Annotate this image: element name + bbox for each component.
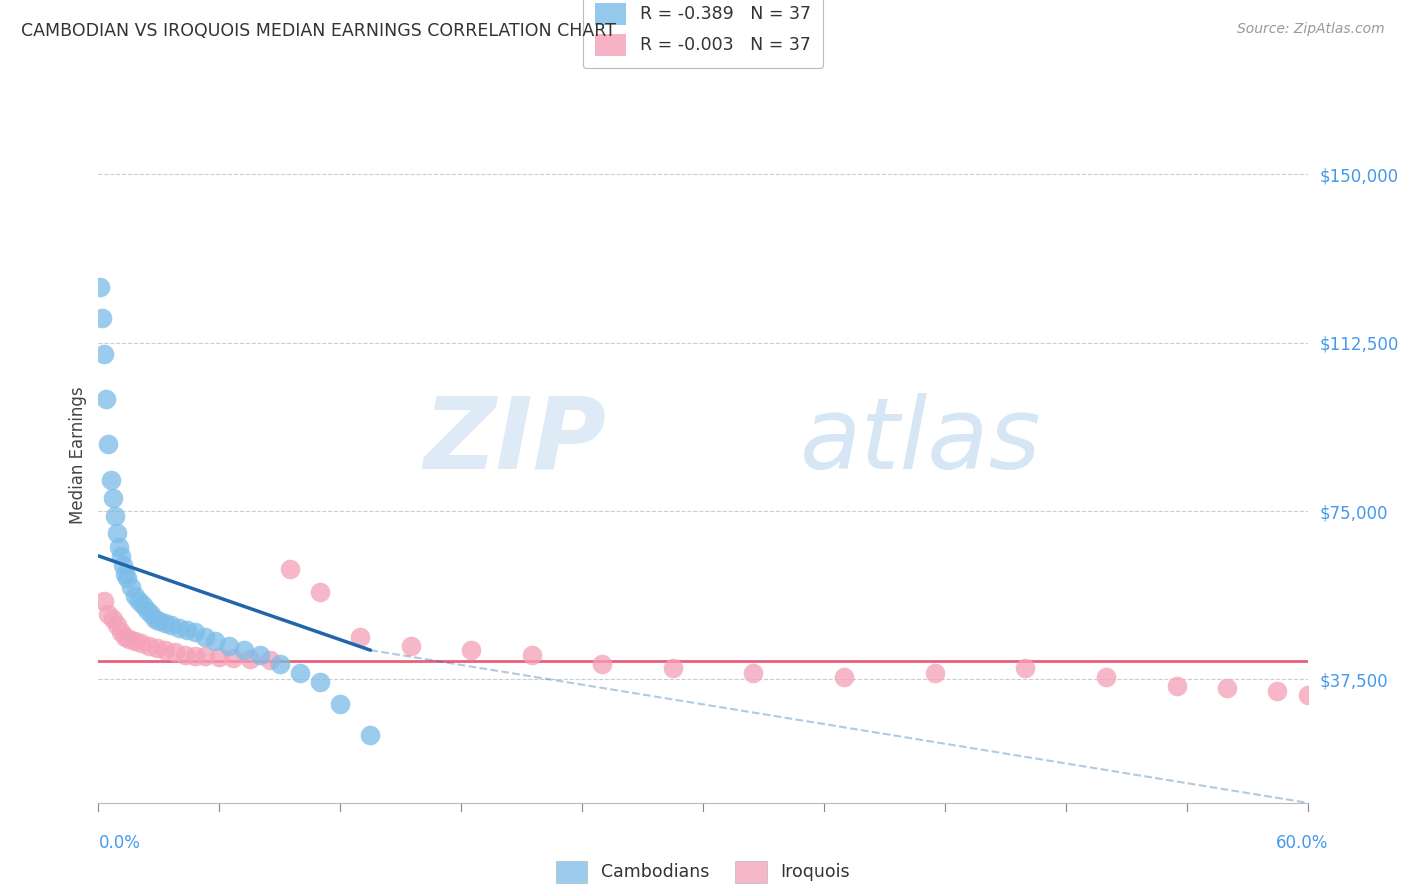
Point <box>163 645 186 659</box>
Point <box>278 562 301 576</box>
Text: 60.0%: 60.0% <box>1277 834 1329 852</box>
Point <box>269 657 291 671</box>
Point <box>1216 681 1239 696</box>
Point <box>93 347 115 361</box>
Point <box>662 661 685 675</box>
Point <box>138 639 160 653</box>
Point <box>132 599 155 613</box>
Point <box>153 643 176 657</box>
Point <box>124 590 146 604</box>
Point <box>742 665 765 680</box>
Point <box>309 584 332 599</box>
Point <box>143 612 166 626</box>
Point <box>118 632 141 646</box>
Point <box>1095 670 1118 684</box>
Text: CAMBODIAN VS IROQUOIS MEDIAN EARNINGS CORRELATION CHART: CAMBODIAN VS IROQUOIS MEDIAN EARNINGS CO… <box>21 22 616 40</box>
Point <box>105 618 128 632</box>
Point <box>128 594 150 608</box>
Point <box>160 618 183 632</box>
Text: Source: ZipAtlas.com: Source: ZipAtlas.com <box>1237 22 1385 37</box>
Point <box>107 540 129 554</box>
Y-axis label: Median Earnings: Median Earnings <box>69 386 87 524</box>
Point <box>184 625 207 640</box>
Point <box>96 392 118 406</box>
Point <box>89 279 111 293</box>
Point <box>91 311 114 326</box>
Point <box>120 580 142 594</box>
Point <box>110 549 132 563</box>
Point <box>115 571 138 585</box>
Point <box>114 630 136 644</box>
Point <box>349 630 371 644</box>
Legend: Cambodians, Iroquois: Cambodians, Iroquois <box>547 852 859 891</box>
Text: atlas: atlas <box>800 392 1042 490</box>
Point <box>167 621 190 635</box>
Point <box>399 639 422 653</box>
Text: ZIP: ZIP <box>423 392 606 490</box>
Point <box>360 729 382 743</box>
Point <box>232 643 254 657</box>
Point <box>924 665 946 680</box>
Point <box>591 657 613 671</box>
Point <box>208 650 231 665</box>
Point <box>194 649 217 664</box>
Text: 0.0%: 0.0% <box>98 834 141 852</box>
Point <box>174 648 197 662</box>
Point <box>222 651 245 665</box>
Point <box>204 634 226 648</box>
Point <box>176 623 198 637</box>
Point <box>184 648 207 663</box>
Point <box>135 603 157 617</box>
Point <box>520 648 543 662</box>
Point <box>1014 661 1036 675</box>
Point <box>153 616 176 631</box>
Point <box>101 491 124 505</box>
Point <box>460 643 482 657</box>
Point <box>129 636 152 650</box>
Point <box>329 697 352 711</box>
Point <box>111 558 134 572</box>
Point <box>103 508 125 523</box>
Point <box>93 594 115 608</box>
Point <box>97 436 120 450</box>
Point <box>139 607 162 622</box>
Point <box>249 648 271 662</box>
Point <box>259 653 281 667</box>
Point <box>105 526 128 541</box>
Point <box>146 640 169 655</box>
Point <box>239 652 262 666</box>
Point <box>1296 688 1319 702</box>
Point <box>148 614 170 628</box>
Point <box>101 612 124 626</box>
Point <box>110 625 132 640</box>
Point <box>1267 683 1289 698</box>
Point <box>1166 679 1188 693</box>
Point <box>97 607 120 622</box>
Point <box>194 630 217 644</box>
Point <box>309 674 332 689</box>
Point <box>100 473 122 487</box>
Point <box>288 665 311 680</box>
Point <box>114 566 136 581</box>
Point <box>218 639 240 653</box>
Point <box>832 670 855 684</box>
Point <box>124 634 146 648</box>
